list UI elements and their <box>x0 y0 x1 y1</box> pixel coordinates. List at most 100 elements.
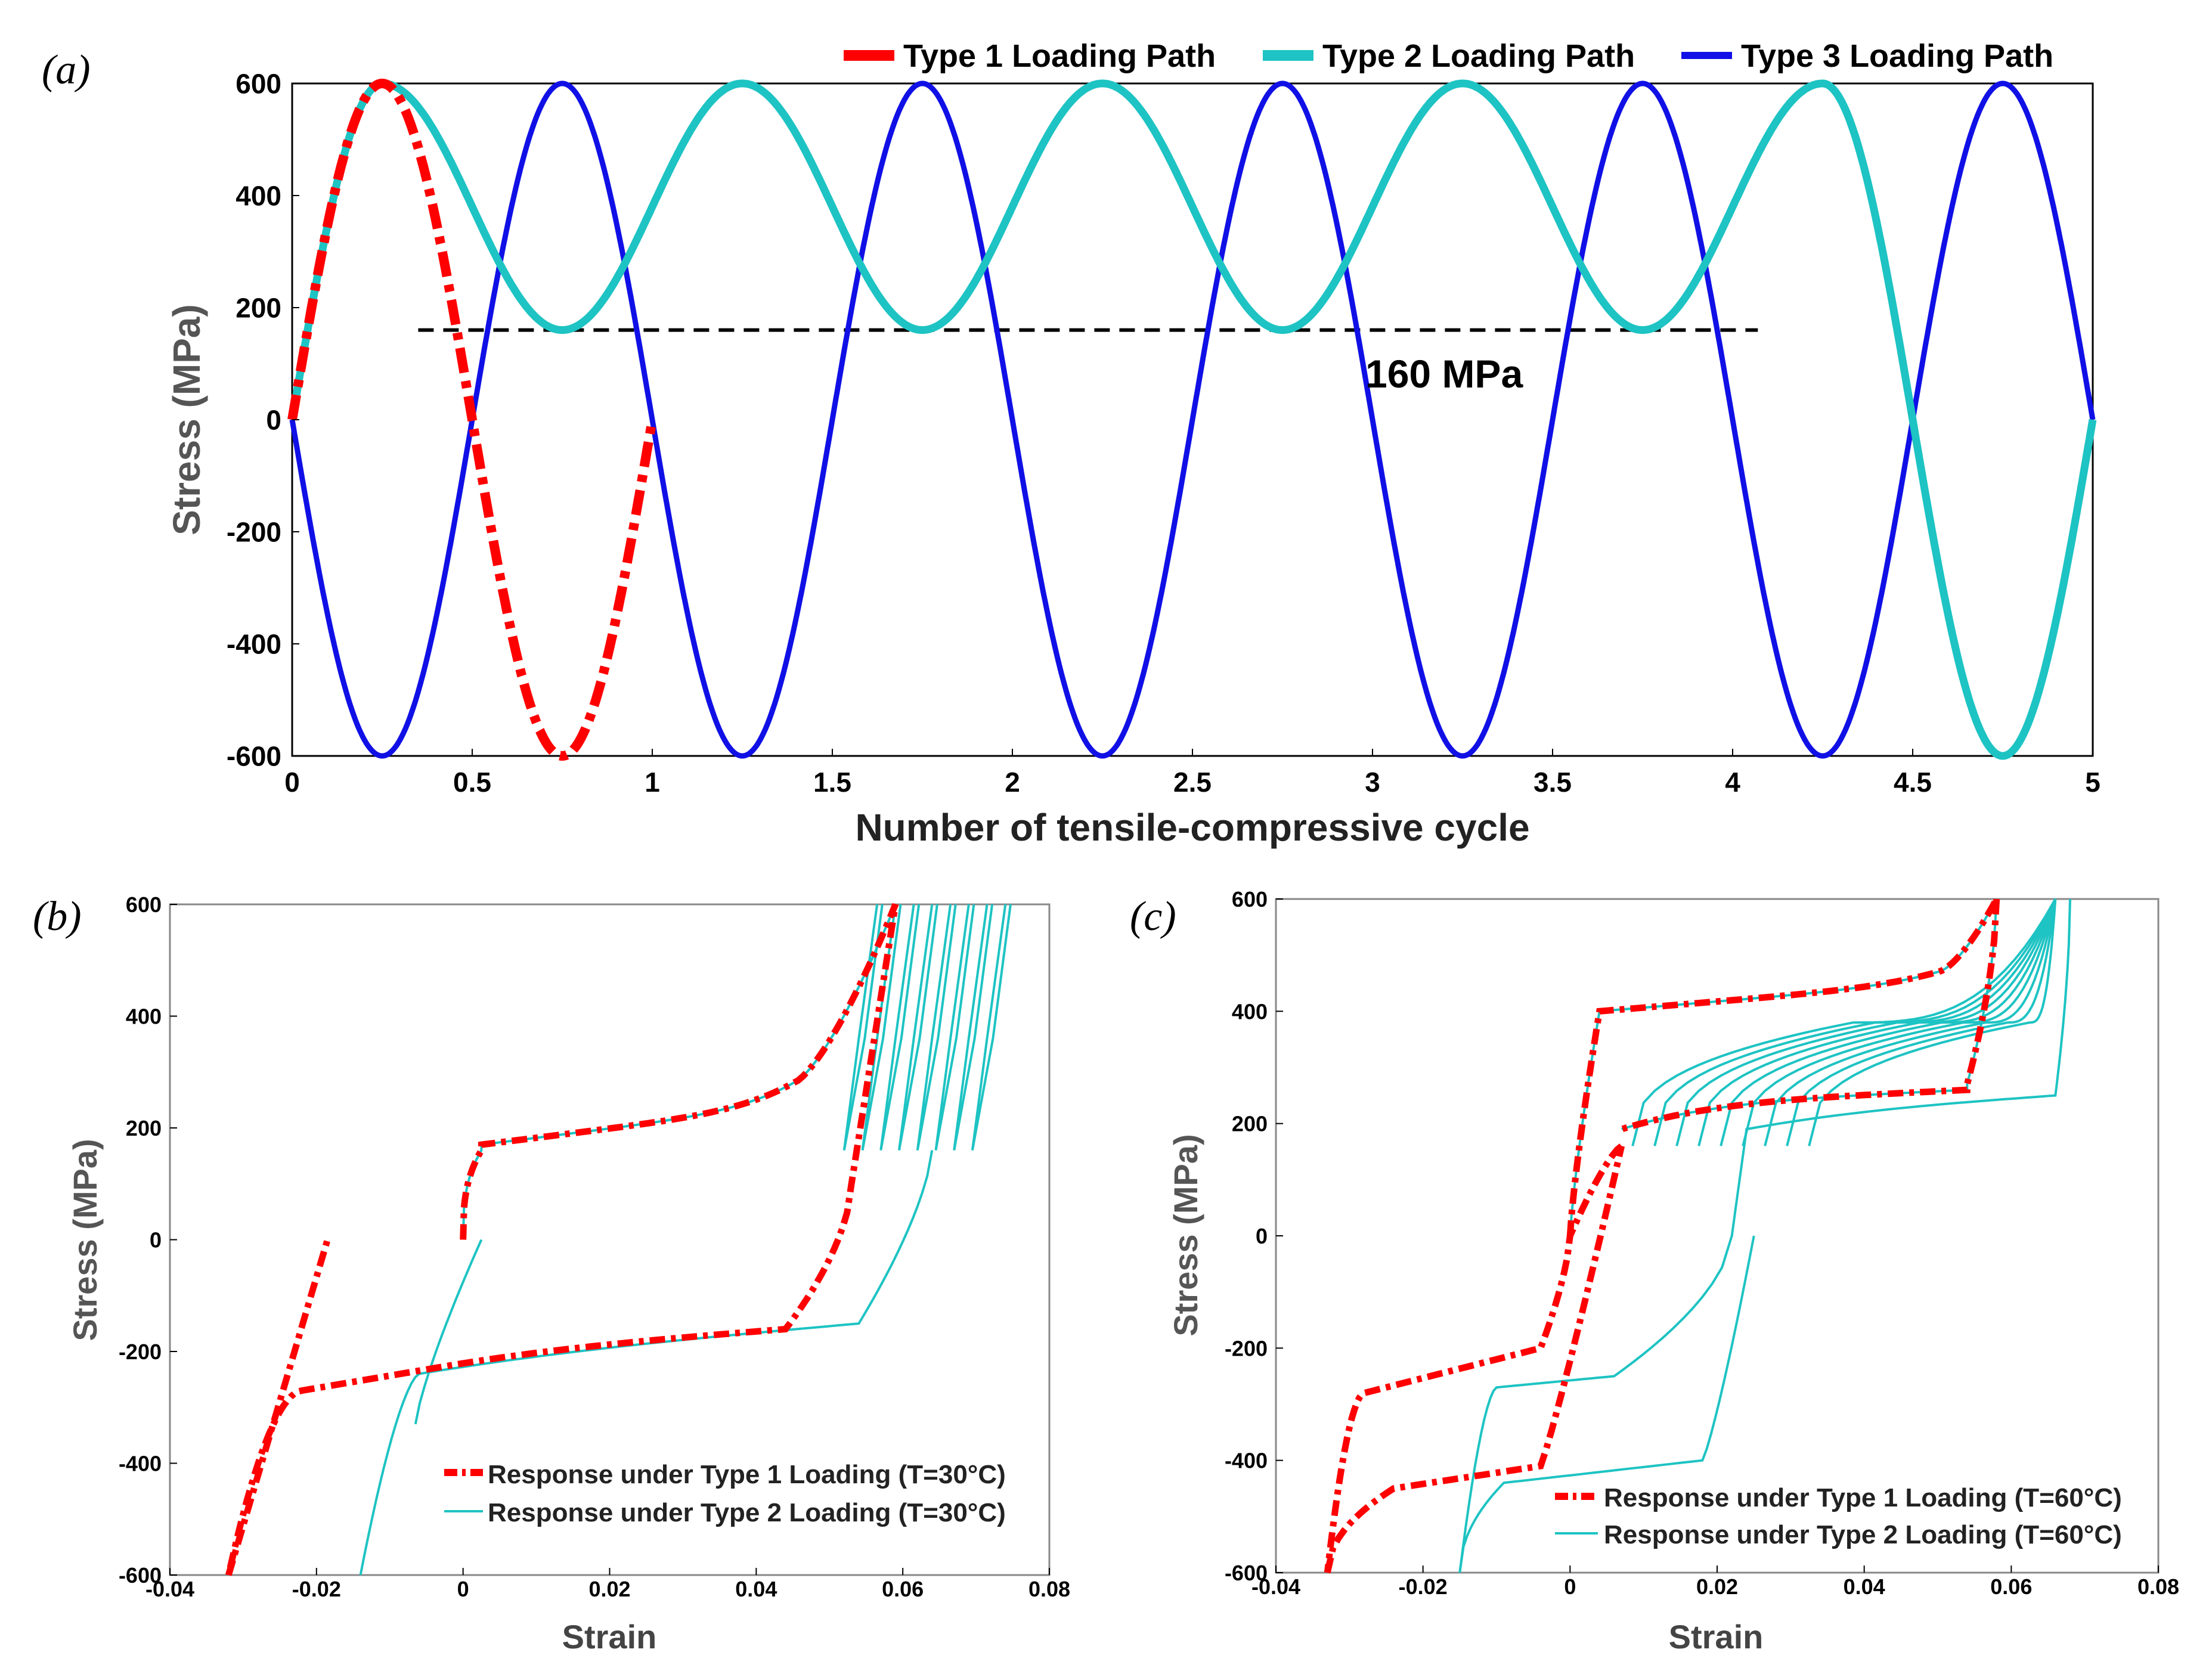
panel-c-y-axis-label: Stress (MPa) <box>1167 1134 1204 1336</box>
x-tick-label: 0.5 <box>453 767 491 798</box>
y-tick-label: -600 <box>227 741 281 772</box>
type2-cycle-loop <box>842 904 884 1151</box>
y-tick-label: -400 <box>1225 1449 1268 1473</box>
y-tick-label: 400 <box>236 181 281 212</box>
panel-b-legend: Response under Type 1 Loading (T=30°C) R… <box>444 1460 1006 1527</box>
y-tick-label: -600 <box>119 1563 162 1588</box>
panel-b-letter: (b) <box>33 894 82 940</box>
series-type2-path <box>1621 898 1998 1131</box>
type2-cycle-loop <box>934 904 975 1151</box>
panel-b-x-ticks: -0.04 -0.02 0 0.02 0.04 0.06 0.08 <box>145 1568 1070 1601</box>
x-tick-label: 0.04 <box>1844 1574 1885 1599</box>
series-type1-path <box>1324 1143 1624 1573</box>
series-type1-line <box>287 79 657 761</box>
x-tick-label: 0 <box>1564 1574 1576 1599</box>
type2-cycle-loop <box>898 904 938 1151</box>
panel-a-y-axis-label: Stress (MPa) <box>165 304 208 535</box>
series-type1-path <box>225 1238 331 1576</box>
type2-cycle-loop <box>1675 898 2057 1146</box>
panel-b-series-group <box>225 903 1012 1576</box>
y-tick-label: 0 <box>266 405 281 436</box>
legend-a-type2-label: Type 2 Loading Path <box>1322 38 1635 74</box>
panel-b-chart: (b) -0.04 -0.02 0 0.02 0.04 0.06 0.08 -600 -400… <box>33 892 1070 1656</box>
x-tick-label: -0.02 <box>1399 1574 1448 1599</box>
series-type1-path <box>1566 897 2000 1236</box>
type2-cycle-loop <box>971 904 1012 1151</box>
x-tick-label: 1 <box>645 767 660 798</box>
series-type2-line <box>288 79 2097 760</box>
series-type1-path <box>225 903 899 1576</box>
x-tick-label: 4.5 <box>1894 767 1932 798</box>
x-tick-label: 0.08 <box>2137 1574 2179 1599</box>
x-tick-label: 0.02 <box>1696 1574 1738 1599</box>
x-tick-label: 5 <box>2085 767 2101 798</box>
x-tick-label: 3.5 <box>1533 767 1572 798</box>
x-tick-label: 0.06 <box>882 1577 924 1601</box>
panel-c-letter: (c) <box>1130 894 1176 940</box>
type2-cycle-loop <box>879 904 921 1151</box>
series-type2-path <box>359 1150 934 1576</box>
y-tick-label: 200 <box>1232 1112 1268 1136</box>
legend-a-type3-label: Type 3 Loading Path <box>1741 38 2053 74</box>
panel-c-series-group <box>1324 897 2071 1574</box>
legend-a-type1-label: Type 1 Loading Path <box>903 38 1216 74</box>
y-tick-label: 600 <box>1232 887 1268 912</box>
y-tick-label: -200 <box>1225 1336 1268 1360</box>
legend-c-type2-label: Response under Type 2 Loading (T=60°C) <box>1604 1520 2122 1549</box>
legend-b-type2-label: Response under Type 2 Loading (T=30°C) <box>488 1498 1006 1527</box>
panel-a-legend: Type 1 Loading Path Type 2 Loading Path … <box>844 38 2053 74</box>
panel-b-y-ticks: -600 -400 -200 0 200 400 600 <box>119 892 177 1588</box>
y-tick-label: 600 <box>236 69 281 100</box>
panel-c-legend: Response under Type 1 Loading (T=60°C) R… <box>1555 1483 2122 1549</box>
type2-cycle-loop <box>916 904 957 1151</box>
panel-a-x-ticks: 0 0.5 1 1.5 2 2.5 3 3.5 4 4.5 5 <box>284 749 2101 798</box>
type2-cycle-loop <box>1653 898 2057 1146</box>
y-tick-label: 200 <box>236 293 281 324</box>
type2-cycle-loop <box>953 904 994 1151</box>
type2-cycle-loop <box>1764 898 2057 1146</box>
panel-a-series-group <box>287 79 2097 761</box>
x-tick-label: 0 <box>284 767 300 798</box>
x-tick-label: -0.04 <box>1251 1574 1300 1599</box>
series-type1-path <box>1621 898 2000 1133</box>
series-type3-line <box>289 80 2096 759</box>
type2-cycle-loop <box>1786 898 2057 1146</box>
x-tick-label: 0 <box>457 1577 469 1601</box>
y-tick-label: -200 <box>119 1340 162 1364</box>
x-tick-label: 2.5 <box>1173 767 1212 798</box>
panel-a-x-axis-label: Number of tensile-compressive cycle <box>855 806 1529 849</box>
panel-a-chart: (a) 0 0.5 1 1.5 2 2.5 3 3.5 4 4.5 5 -600 -400 -200 0 2… <box>42 38 2101 849</box>
y-tick-label: -600 <box>1225 1561 1268 1585</box>
panel-c-x-axis-label: Strain <box>1669 1618 1764 1656</box>
panel-a-annotation-160: 160 MPa <box>1365 352 1523 396</box>
series-type1-path <box>1324 1145 1625 1574</box>
series-type2-path <box>461 904 897 1240</box>
legend-c-type1-label: Response under Type 1 Loading (T=60°C) <box>1604 1483 2122 1512</box>
y-tick-label: 0 <box>1256 1224 1268 1248</box>
panel-a-y-ticks: -600 -400 -200 0 200 400 600 <box>227 69 299 772</box>
y-tick-label: -400 <box>227 629 281 660</box>
panel-c-y-ticks: -600 -400 -200 0 200 400 600 <box>1225 887 1283 1585</box>
legend-b-type1-label: Response under Type 1 Loading (T=30°C) <box>488 1460 1006 1489</box>
y-tick-label: 600 <box>126 892 162 917</box>
y-tick-label: 400 <box>126 1004 162 1028</box>
series-type2-path <box>1458 898 2071 1573</box>
x-tick-label: 0.08 <box>1028 1577 1070 1601</box>
x-tick-label: 2 <box>1005 767 1020 798</box>
x-tick-label: -0.02 <box>292 1577 341 1601</box>
type2-cycle-loop <box>1742 898 2057 1146</box>
x-tick-label: 4 <box>1725 767 1740 798</box>
panel-b-x-axis-label: Strain <box>562 1618 657 1656</box>
type2-cycle-loop <box>1720 898 2057 1146</box>
panel-a-letter: (a) <box>42 47 91 93</box>
x-tick-label: 0.02 <box>588 1577 630 1601</box>
series-type2-path <box>1458 1235 1755 1573</box>
x-tick-label: 1.5 <box>813 767 851 798</box>
x-tick-label: 0.06 <box>1990 1574 2032 1599</box>
type2-cycle-loop <box>1697 898 2057 1146</box>
x-tick-label: 3 <box>1365 767 1380 798</box>
x-tick-label: -0.04 <box>145 1577 194 1601</box>
series-type2-path <box>414 1239 483 1425</box>
panel-b-y-axis-label: Stress (MPa) <box>66 1139 104 1341</box>
